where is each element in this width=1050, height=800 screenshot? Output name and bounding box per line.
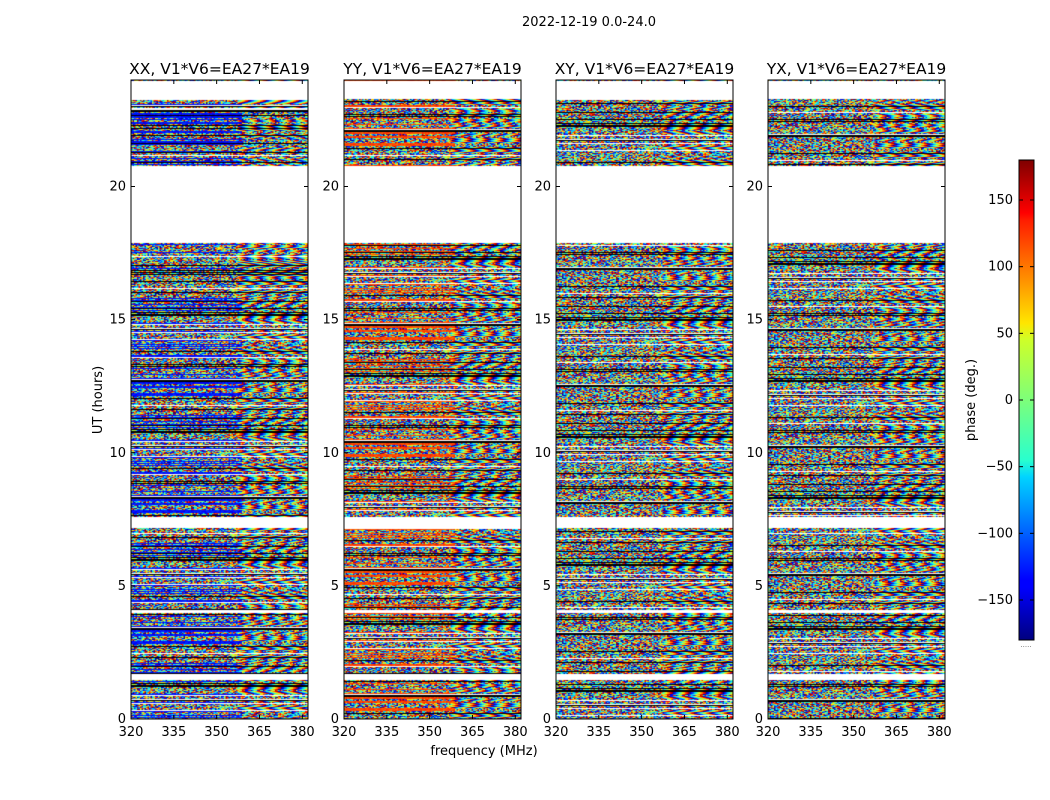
panel-frame: [555, 79, 734, 720]
x-tick-label: 335: [798, 725, 823, 740]
panel-title: XX, V1*V6=EA27*EA19: [129, 60, 310, 78]
x-tick-label: 320: [756, 725, 781, 740]
y-tick-label: 15: [534, 313, 551, 328]
y-tick-label: 20: [322, 180, 339, 195]
x-tick-label: 365: [884, 725, 909, 740]
x-tick-label: 365: [460, 725, 485, 740]
panel-frame: [130, 79, 309, 720]
x-tick-label: 335: [161, 725, 186, 740]
panel-xy: XY, V1*V6=EA27*EA19 0 5 10 15 20 320 335 350 365 3…: [534, 60, 739, 740]
heatmap-xx: [131, 80, 308, 719]
colorbar-tick-label: −150: [977, 593, 1013, 608]
colorbar-tick-label: −100: [977, 526, 1013, 541]
x-tick-label: 350: [417, 725, 442, 740]
x-tick-label: 335: [586, 725, 611, 740]
y-axis-label: UT (hours): [91, 366, 106, 434]
y-tick-label: 10: [534, 446, 551, 461]
y-tick-label: 0: [331, 712, 339, 727]
panel-xx: XX, V1*V6=EA27*EA19 0 5 10 15 20 320 335 350 365 3…: [109, 60, 314, 740]
panel-yx: YX, V1*V6=EA27*EA19 0 5 10 15 20 320 335 350 365 3…: [746, 60, 951, 740]
colorbar-tick-label: 0: [1005, 393, 1013, 408]
y-tick-label: 10: [746, 446, 763, 461]
x-axis-label: frequency (MHz): [430, 744, 537, 759]
x-tick-label: 320: [119, 725, 144, 740]
y-tick-label: 15: [109, 313, 126, 328]
y-tick-label: 0: [755, 712, 763, 727]
colorbar-tick-label: 100: [988, 260, 1013, 275]
x-tick-label: 320: [544, 725, 569, 740]
y-tick-label: 15: [322, 313, 339, 328]
x-tick-label: 350: [204, 725, 229, 740]
x-tick-label: 335: [374, 725, 399, 740]
heatmap-yx: [768, 80, 945, 719]
y-tick-label: 5: [118, 579, 126, 594]
y-tick-label: 5: [755, 579, 763, 594]
x-tick-label: 380: [503, 725, 528, 740]
y-tick-label: 0: [118, 712, 126, 727]
panel-frame: [767, 79, 946, 720]
y-tick-label: 5: [331, 579, 339, 594]
x-tick-label: 320: [332, 725, 357, 740]
panel-title: XY, V1*V6=EA27*EA19: [555, 60, 735, 78]
y-tick-label: 20: [746, 180, 763, 195]
figure-suptitle: 2022-12-19 0.0-24.0: [522, 15, 656, 30]
y-tick-label: 0: [543, 712, 551, 727]
colorbar-tick-label: 150: [988, 193, 1013, 208]
heatmap-yy: [344, 80, 521, 719]
x-tick-label: 350: [841, 725, 866, 740]
heatmap-xy: [556, 80, 733, 719]
x-tick-label: 350: [629, 725, 654, 740]
panel-yy: YY, V1*V6=EA27*EA19 0 5 10 15 20 320 335 350 365 3…: [322, 60, 527, 740]
panel-title: YX, V1*V6=EA27*EA19: [766, 60, 947, 78]
x-tick-label: 380: [927, 725, 952, 740]
y-tick-label: 10: [322, 446, 339, 461]
x-tick-label: 380: [290, 725, 315, 740]
colorbar-tick-label: −50: [986, 460, 1013, 475]
colorbar-footer: .....: [1020, 641, 1031, 649]
colorbar-label: phase (deg.): [964, 359, 979, 441]
colorbar: 150 100 50 0 −50 −100 −150 phase (deg.) .....: [964, 159, 1035, 649]
x-tick-label: 380: [715, 725, 740, 740]
x-tick-label: 365: [247, 725, 272, 740]
y-tick-label: 5: [543, 579, 551, 594]
y-tick-label: 15: [746, 313, 763, 328]
panels-group: XX, V1*V6=EA27*EA19 0 5 10 15 20 320 335 350 365 3…: [109, 60, 951, 740]
y-tick-label: 20: [534, 180, 551, 195]
y-tick-label: 20: [109, 180, 126, 195]
panel-frame: [343, 79, 522, 720]
panel-title: YY, V1*V6=EA27*EA19: [342, 60, 521, 78]
y-tick-label: 10: [109, 446, 126, 461]
colorbar-tick-label: 50: [996, 326, 1013, 341]
x-tick-label: 365: [672, 725, 697, 740]
